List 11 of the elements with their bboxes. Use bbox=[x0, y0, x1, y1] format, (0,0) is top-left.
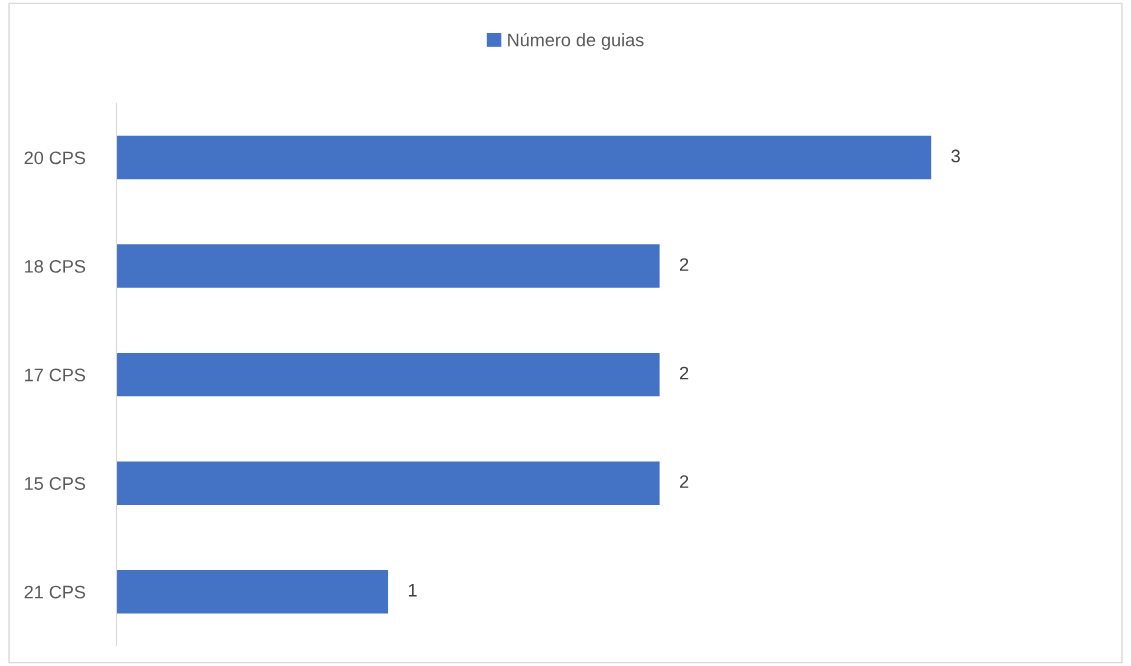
legend-label: Número de guias bbox=[508, 32, 644, 50]
data-label: 1 bbox=[408, 583, 417, 597]
y-tick-label: 18 CPS bbox=[25, 260, 86, 273]
y-tick-label: 17 CPS bbox=[25, 368, 86, 382]
data-label: 2 bbox=[679, 475, 689, 488]
y-tick-label: 20 CPS bbox=[24, 151, 86, 165]
data-label: 2 bbox=[679, 258, 689, 271]
y-tick-label: 21 CPS bbox=[24, 585, 86, 599]
y-tick-label: 15 CPS bbox=[25, 477, 86, 490]
data-label: 2 bbox=[679, 366, 689, 380]
data-label: 3 bbox=[951, 149, 960, 163]
